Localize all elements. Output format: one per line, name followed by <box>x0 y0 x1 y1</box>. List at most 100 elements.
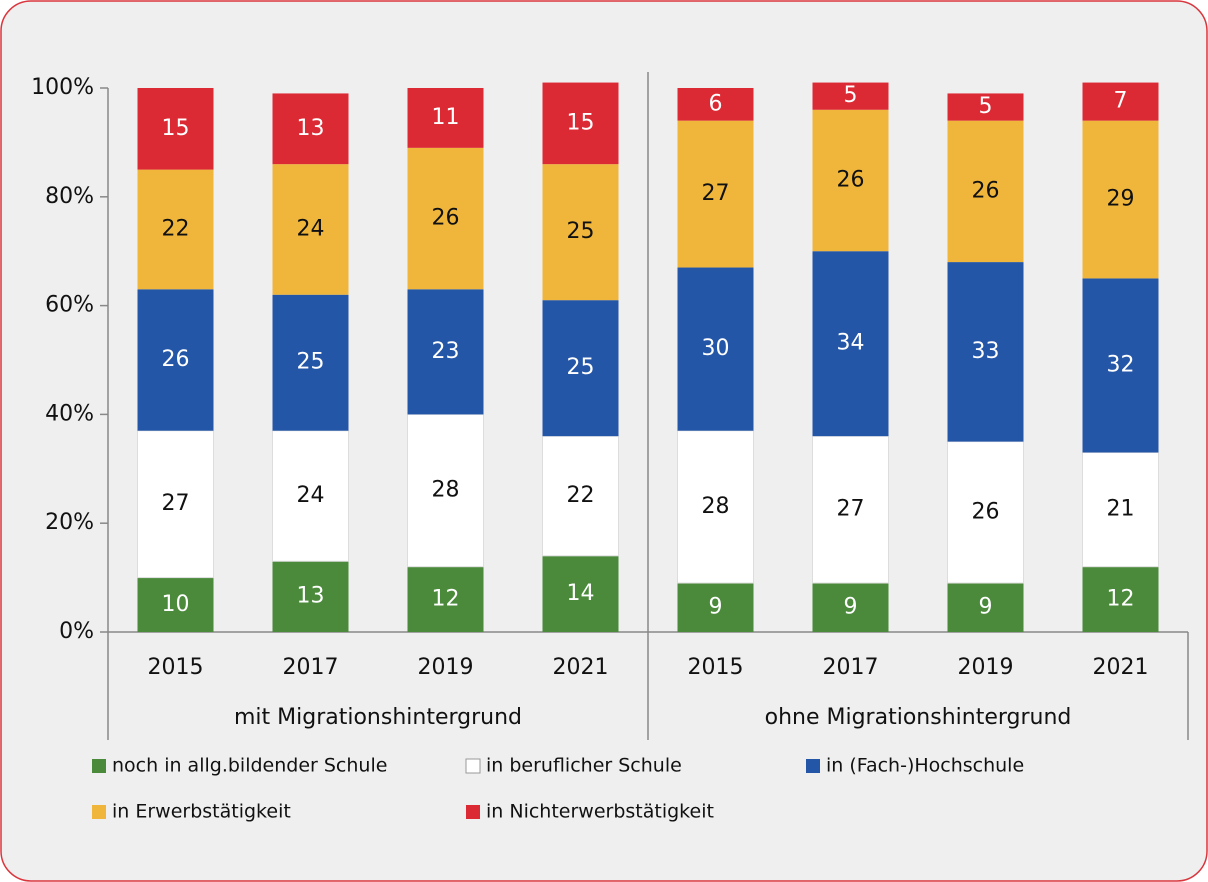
bar-segment <box>407 413 484 568</box>
data-label: 9 <box>979 595 993 620</box>
data-label: 14 <box>567 581 595 606</box>
data-label: 9 <box>709 595 723 620</box>
bar-segment <box>542 300 619 437</box>
data-label: 7 <box>1114 89 1128 114</box>
bar-segment <box>812 82 889 110</box>
data-label: 27 <box>702 181 730 206</box>
bar-segment <box>1082 278 1159 453</box>
bar-segment <box>272 561 349 632</box>
group-label: ohne Migrationshintergrund <box>765 705 1072 730</box>
legend-swatch <box>92 759 106 773</box>
bar-segment <box>1082 120 1159 279</box>
legend-label: in beruflicher Schule <box>486 755 682 777</box>
data-label: 21 <box>1107 497 1135 522</box>
bar-segment <box>137 577 214 632</box>
data-label: 24 <box>297 216 325 241</box>
data-label: 26 <box>432 206 460 231</box>
bar-segment <box>947 441 1024 584</box>
data-label: 27 <box>162 491 190 516</box>
data-label: 13 <box>297 116 325 141</box>
x-tick-label: 2021 <box>1093 655 1149 680</box>
y-tick-label: 60% <box>45 293 94 318</box>
data-label: 26 <box>972 178 1000 203</box>
y-tick-label: 20% <box>45 510 94 535</box>
bar-segment <box>407 147 484 290</box>
x-tick-label: 2021 <box>553 655 609 680</box>
legend-label: in Erwerbstätigkeit <box>112 801 291 823</box>
data-label: 24 <box>297 483 325 508</box>
y-tick-label: 80% <box>45 184 94 209</box>
data-label: 25 <box>567 219 595 244</box>
data-label: 26 <box>162 347 190 372</box>
data-label: 23 <box>432 339 460 364</box>
legend-swatch <box>466 805 480 819</box>
bar-segment <box>542 435 619 557</box>
bar-segment <box>272 294 349 431</box>
y-tick-label: 100% <box>31 75 94 100</box>
bar-segment <box>407 566 484 632</box>
bar-segment <box>407 289 484 415</box>
x-tick-label: 2019 <box>958 655 1014 680</box>
data-label: 12 <box>432 586 460 611</box>
data-label: 30 <box>702 336 730 361</box>
x-tick-label: 2015 <box>688 655 744 680</box>
data-label: 10 <box>162 592 190 617</box>
data-label: 33 <box>972 339 1000 364</box>
data-label: 5 <box>979 94 993 119</box>
legend-swatch <box>465 758 481 774</box>
data-label: 34 <box>837 331 865 356</box>
data-label: 25 <box>567 355 595 380</box>
data-label: 29 <box>1107 187 1135 212</box>
bar-segment <box>677 267 754 431</box>
legend-swatch <box>806 759 820 773</box>
bar-segment <box>137 430 214 579</box>
x-tick-label: 2017 <box>283 655 339 680</box>
bar-segment <box>947 93 1024 121</box>
bar-segment <box>677 120 754 268</box>
data-label: 32 <box>1107 352 1135 377</box>
bar-segment <box>812 251 889 437</box>
bar-segment <box>947 120 1024 263</box>
bar-segment <box>542 82 619 165</box>
bar-segment <box>947 262 1024 442</box>
data-label: 15 <box>567 110 595 135</box>
bar-segment <box>677 430 754 584</box>
bar-segment <box>1082 566 1159 632</box>
bar-segment <box>812 109 889 252</box>
bar-segment <box>137 169 214 290</box>
data-label: 28 <box>432 478 460 503</box>
bar-segment <box>812 435 889 584</box>
y-tick-label: 40% <box>45 401 94 426</box>
legend-label: in Nichterwerbstätigkeit <box>486 801 714 823</box>
data-label: 12 <box>1107 586 1135 611</box>
bar-segment <box>137 289 214 431</box>
data-label: 27 <box>837 497 865 522</box>
bar-segment <box>947 583 1024 632</box>
data-label: 22 <box>567 483 595 508</box>
data-label: 9 <box>844 595 858 620</box>
legend-swatch <box>92 805 106 819</box>
bar-segment <box>1082 82 1159 121</box>
bar-segment <box>272 93 349 165</box>
bar-segment <box>137 88 214 170</box>
x-tick-label: 2019 <box>418 655 474 680</box>
data-label: 26 <box>972 499 1000 524</box>
bar-segment <box>677 583 754 632</box>
data-label: 5 <box>844 83 858 108</box>
data-label: 11 <box>432 105 460 130</box>
group-label: mit Migrationshintergrund <box>234 705 522 730</box>
y-tick-label: 0% <box>59 619 94 644</box>
data-label: 25 <box>297 350 325 375</box>
data-label: 22 <box>162 216 190 241</box>
legend-label: noch in allg.bildender Schule <box>112 755 387 777</box>
bar-segment <box>272 430 349 562</box>
bar-segment <box>1082 451 1159 568</box>
data-label: 13 <box>297 584 325 609</box>
bar-segment <box>677 88 754 121</box>
bar-segment <box>542 164 619 301</box>
data-label: 26 <box>837 167 865 192</box>
bar-segment <box>812 583 889 632</box>
x-tick-label: 2017 <box>823 655 879 680</box>
data-label: 6 <box>709 91 723 116</box>
